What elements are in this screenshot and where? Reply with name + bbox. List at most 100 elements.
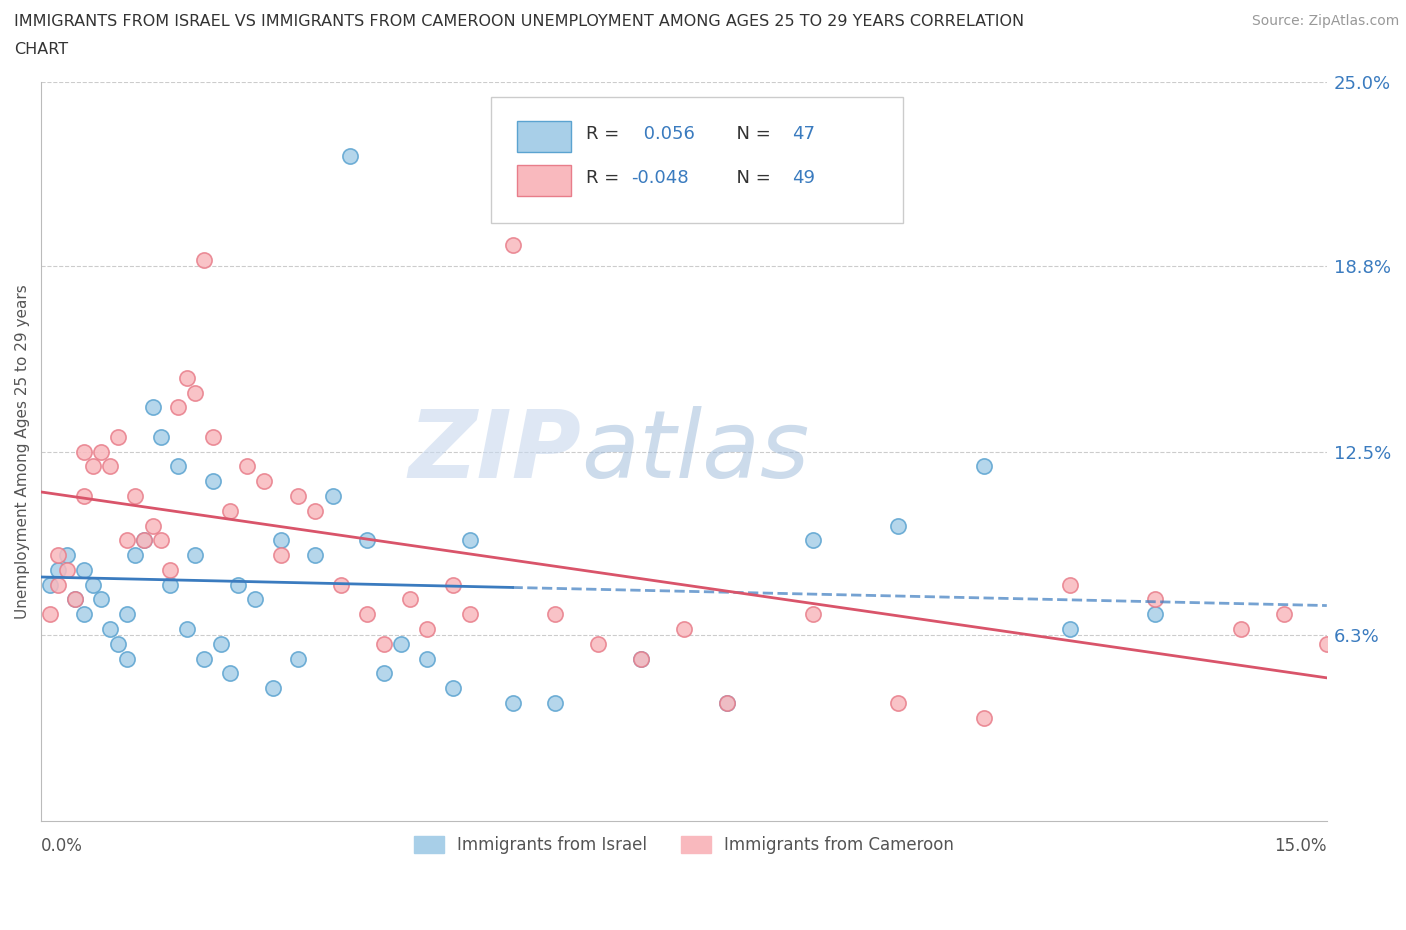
Point bbox=[801, 606, 824, 621]
Point bbox=[801, 533, 824, 548]
Point bbox=[107, 636, 129, 651]
Point bbox=[124, 548, 146, 563]
Point bbox=[458, 533, 481, 548]
Point bbox=[167, 400, 190, 415]
Point bbox=[201, 473, 224, 488]
Point bbox=[441, 578, 464, 592]
Point bbox=[458, 606, 481, 621]
Point bbox=[150, 430, 173, 445]
Point bbox=[339, 149, 361, 164]
Text: IMMIGRANTS FROM ISRAEL VS IMMIGRANTS FROM CAMEROON UNEMPLOYMENT AMONG AGES 25 TO: IMMIGRANTS FROM ISRAEL VS IMMIGRANTS FRO… bbox=[14, 14, 1024, 29]
Point bbox=[887, 696, 910, 711]
Point bbox=[630, 651, 652, 666]
Text: 49: 49 bbox=[792, 169, 815, 188]
Text: 0.0%: 0.0% bbox=[41, 837, 83, 856]
Point bbox=[218, 503, 240, 518]
Text: ZIP: ZIP bbox=[408, 405, 581, 498]
Point bbox=[356, 606, 378, 621]
Point bbox=[330, 578, 353, 592]
Point bbox=[56, 548, 79, 563]
Point bbox=[184, 548, 207, 563]
Point bbox=[73, 488, 96, 503]
Point bbox=[46, 548, 69, 563]
Point bbox=[1144, 592, 1167, 607]
Point bbox=[56, 563, 79, 578]
Point bbox=[544, 696, 567, 711]
FancyBboxPatch shape bbox=[517, 121, 571, 152]
Point bbox=[630, 651, 652, 666]
Point bbox=[544, 606, 567, 621]
Point bbox=[201, 430, 224, 445]
Point bbox=[46, 578, 69, 592]
Point bbox=[82, 459, 104, 474]
Point bbox=[98, 621, 121, 636]
Point bbox=[209, 636, 232, 651]
Point bbox=[502, 696, 524, 711]
FancyBboxPatch shape bbox=[517, 166, 571, 196]
Point bbox=[586, 636, 609, 651]
Point bbox=[150, 533, 173, 548]
Point bbox=[38, 606, 60, 621]
Point bbox=[973, 459, 995, 474]
Text: R =: R = bbox=[586, 126, 626, 143]
Point bbox=[1144, 606, 1167, 621]
Point bbox=[73, 563, 96, 578]
Point bbox=[38, 578, 60, 592]
Point bbox=[90, 445, 112, 459]
Point bbox=[73, 445, 96, 459]
Point bbox=[132, 533, 155, 548]
Point bbox=[416, 651, 439, 666]
Text: R =: R = bbox=[586, 169, 626, 188]
Point bbox=[176, 621, 198, 636]
Point bbox=[218, 666, 240, 681]
Point bbox=[672, 621, 695, 636]
Point bbox=[287, 488, 309, 503]
Point bbox=[82, 578, 104, 592]
Point bbox=[322, 488, 344, 503]
Point bbox=[389, 636, 412, 651]
FancyBboxPatch shape bbox=[491, 98, 903, 223]
Point bbox=[115, 651, 138, 666]
Point bbox=[270, 548, 292, 563]
Point bbox=[398, 592, 420, 607]
Text: N =: N = bbox=[725, 169, 776, 188]
Point bbox=[245, 592, 267, 607]
Point bbox=[167, 459, 190, 474]
Text: -0.048: -0.048 bbox=[631, 169, 689, 188]
Y-axis label: Unemployment Among Ages 25 to 29 years: Unemployment Among Ages 25 to 29 years bbox=[15, 285, 30, 619]
Point bbox=[107, 430, 129, 445]
Point bbox=[416, 621, 439, 636]
Point bbox=[1230, 621, 1253, 636]
Point bbox=[159, 578, 181, 592]
Point bbox=[115, 606, 138, 621]
Point bbox=[65, 592, 87, 607]
Point bbox=[253, 473, 276, 488]
Point bbox=[193, 252, 215, 267]
Point bbox=[887, 518, 910, 533]
Point bbox=[304, 503, 326, 518]
Point bbox=[124, 488, 146, 503]
Point bbox=[973, 711, 995, 725]
Legend: Immigrants from Israel, Immigrants from Cameroon: Immigrants from Israel, Immigrants from … bbox=[408, 830, 960, 860]
Text: atlas: atlas bbox=[581, 406, 810, 498]
Point bbox=[304, 548, 326, 563]
Point bbox=[141, 518, 163, 533]
Point bbox=[502, 237, 524, 252]
Point bbox=[441, 681, 464, 696]
Text: CHART: CHART bbox=[14, 42, 67, 57]
Point bbox=[115, 533, 138, 548]
Text: 0.056: 0.056 bbox=[638, 126, 695, 143]
Point bbox=[287, 651, 309, 666]
Point bbox=[65, 592, 87, 607]
Text: N =: N = bbox=[725, 126, 776, 143]
Point bbox=[373, 666, 395, 681]
Text: 47: 47 bbox=[792, 126, 815, 143]
Point bbox=[46, 563, 69, 578]
Point bbox=[356, 533, 378, 548]
Point bbox=[184, 385, 207, 400]
Point bbox=[236, 459, 259, 474]
Point bbox=[90, 592, 112, 607]
Point bbox=[98, 459, 121, 474]
Point bbox=[73, 606, 96, 621]
Point bbox=[132, 533, 155, 548]
